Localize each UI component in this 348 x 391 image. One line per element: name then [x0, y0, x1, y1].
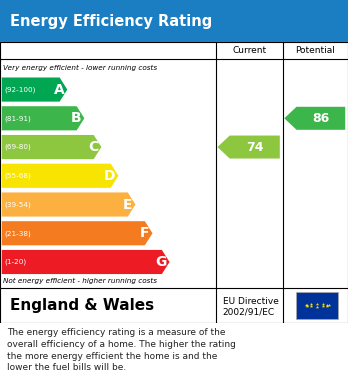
- Text: C: C: [88, 140, 98, 154]
- Text: B: B: [71, 111, 81, 125]
- Text: (81-91): (81-91): [4, 115, 31, 122]
- Polygon shape: [2, 135, 101, 159]
- Text: 86: 86: [312, 112, 330, 125]
- Text: Very energy efficient - lower running costs: Very energy efficient - lower running co…: [3, 65, 158, 71]
- Text: EU Directive: EU Directive: [223, 298, 279, 307]
- Text: Potential: Potential: [295, 46, 335, 55]
- FancyBboxPatch shape: [0, 0, 348, 42]
- FancyBboxPatch shape: [0, 42, 348, 288]
- Text: E: E: [123, 197, 133, 212]
- Text: Not energy efficient - higher running costs: Not energy efficient - higher running co…: [3, 278, 158, 284]
- Polygon shape: [284, 107, 345, 130]
- Text: G: G: [155, 255, 167, 269]
- Polygon shape: [2, 106, 84, 130]
- Text: 74: 74: [246, 140, 263, 154]
- Polygon shape: [2, 221, 152, 245]
- Text: Energy Efficiency Rating: Energy Efficiency Rating: [10, 14, 213, 29]
- Text: England & Wales: England & Wales: [10, 298, 155, 313]
- Text: (92-100): (92-100): [4, 86, 35, 93]
- Text: The energy efficiency rating is a measure of the
overall efficiency of a home. T: The energy efficiency rating is a measur…: [7, 328, 236, 373]
- Text: Current: Current: [232, 46, 266, 55]
- Text: (21-38): (21-38): [4, 230, 31, 237]
- Polygon shape: [218, 136, 280, 158]
- Text: D: D: [104, 169, 116, 183]
- Text: A: A: [54, 83, 64, 97]
- Polygon shape: [2, 77, 67, 102]
- Text: (39-54): (39-54): [4, 201, 31, 208]
- FancyBboxPatch shape: [296, 292, 338, 319]
- Text: (55-68): (55-68): [4, 172, 31, 179]
- Text: (1-20): (1-20): [4, 259, 26, 265]
- Text: (69-80): (69-80): [4, 144, 31, 150]
- Polygon shape: [2, 164, 118, 188]
- Polygon shape: [2, 192, 135, 217]
- Text: 2002/91/EC: 2002/91/EC: [223, 308, 275, 317]
- FancyBboxPatch shape: [0, 288, 348, 323]
- Text: F: F: [140, 226, 150, 240]
- Polygon shape: [2, 250, 169, 274]
